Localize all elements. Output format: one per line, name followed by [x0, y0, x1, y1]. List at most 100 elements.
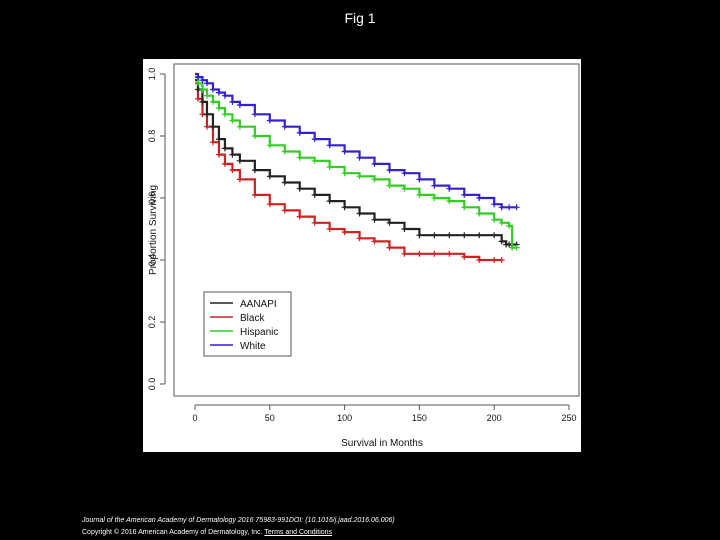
- censor-mark-hispanic: [491, 216, 498, 223]
- legend: AANAPI Black Hispanic White: [203, 291, 292, 357]
- censor-mark-black: [296, 213, 303, 220]
- censor-mark-white: [431, 182, 438, 189]
- censor-mark-black: [281, 207, 288, 214]
- censor-mark-hispanic: [461, 204, 468, 211]
- censor-mark-hispanic: [386, 182, 393, 189]
- censor-mark-aanapi: [311, 191, 318, 198]
- censor-mark-aanapi: [236, 157, 243, 164]
- censor-mark-hispanic: [266, 142, 273, 149]
- x-tick-label: 0: [192, 413, 197, 423]
- censor-mark-black: [461, 253, 468, 260]
- censor-mark-hispanic: [371, 176, 378, 183]
- censor-mark-white: [229, 98, 236, 105]
- censor-mark-black: [356, 235, 363, 242]
- censor-mark-hispanic: [513, 244, 520, 251]
- censor-mark-black: [251, 191, 258, 198]
- censor-mark-black: [326, 226, 333, 232]
- plot-frame: [173, 63, 580, 397]
- censor-mark-aanapi: [266, 173, 273, 180]
- x-tick-label: 150: [412, 413, 427, 423]
- censor-mark-white: [401, 170, 408, 177]
- censor-mark-white: [461, 191, 468, 198]
- censor-mark-white: [416, 176, 423, 183]
- censor-mark-aanapi: [203, 111, 210, 118]
- censor-mark-hispanic: [199, 86, 206, 93]
- survival-chart: 0.0 0.2 0.4 0.6 0.8 1.0 0 50 100 150 200 250 Propo…: [147, 63, 580, 449]
- legend-label-black: Black: [240, 313, 265, 324]
- censor-mark-black: [229, 167, 236, 174]
- censor-mark-aanapi: [215, 136, 222, 143]
- censor-mark-aanapi: [296, 185, 303, 192]
- censor-mark-white: [371, 160, 378, 167]
- censor-mark-hispanic: [215, 105, 222, 112]
- censor-mark-hispanic: [221, 111, 228, 118]
- censor-mark-hispanic: [229, 117, 236, 124]
- censor-mark-white: [446, 185, 453, 192]
- censor-mark-white: [506, 204, 513, 211]
- censor-mark-aanapi: [209, 123, 216, 130]
- censor-mark-white: [209, 86, 216, 93]
- censor-mark-aanapi: [431, 232, 438, 239]
- y-tick-label: 0.8: [147, 130, 157, 143]
- censor-mark-hispanic: [498, 219, 505, 226]
- censor-mark-white: [236, 102, 243, 108]
- censor-mark-white: [491, 201, 498, 208]
- censor-mark-aanapi: [356, 210, 363, 217]
- series-line-hispanic: [195, 76, 517, 249]
- censor-mark-white: [199, 77, 206, 84]
- censor-mark-white: [266, 117, 273, 124]
- censor-mark-hispanic: [281, 148, 288, 155]
- y-tick-label: 0.2: [147, 316, 157, 329]
- x-tick-label: 200: [487, 413, 502, 423]
- censor-mark-black: [431, 250, 438, 257]
- censor-mark-aanapi: [461, 232, 468, 239]
- footer: Journal of the American Academy of Derma…: [82, 515, 395, 539]
- censor-mark-white: [386, 167, 393, 174]
- y-tick-label: 0.4: [147, 254, 157, 267]
- censor-mark-hispanic: [401, 185, 408, 192]
- censor-mark-hispanic: [431, 195, 438, 201]
- censor-mark-white: [356, 154, 363, 161]
- x-tick-label: 100: [337, 413, 352, 423]
- terms-and-conditions-link[interactable]: Terms and Conditions: [264, 529, 333, 536]
- censor-mark-black: [209, 139, 216, 146]
- censor-mark-black: [476, 257, 483, 263]
- censor-mark-black: [215, 151, 222, 158]
- censor-mark-white: [311, 136, 318, 143]
- censor-mark-aanapi: [386, 219, 393, 226]
- censor-mark-aanapi: [498, 238, 505, 245]
- censor-mark-aanapi: [251, 167, 258, 174]
- censor-mark-white: [203, 80, 210, 87]
- censor-mark-white: [251, 111, 258, 118]
- censor-mark-hispanic: [296, 154, 303, 161]
- footer-journal-citation: Journal of the American Academy of Derma…: [82, 517, 395, 524]
- censor-mark-aanapi: [326, 198, 333, 205]
- censor-mark-white: [194, 74, 201, 81]
- censor-mark-hispanic: [416, 191, 423, 198]
- censor-mark-aanapi: [446, 232, 453, 239]
- censor-mark-hispanic: [203, 92, 210, 99]
- legend-label-white: White: [240, 341, 266, 352]
- censor-mark-hispanic: [236, 123, 243, 130]
- censor-mark-hispanic: [251, 133, 258, 139]
- y-tick-label: 1.0: [147, 68, 157, 81]
- y-axis-label: Proportion Surviving: [148, 185, 159, 275]
- censor-mark-black: [236, 176, 243, 183]
- censor-mark-black: [221, 160, 228, 167]
- footer-copyright-line: Copyright © 2016 American Academy of Der…: [82, 527, 395, 539]
- censor-mark-aanapi: [416, 232, 423, 239]
- y-tick-label: 0.6: [147, 192, 157, 205]
- legend-label-aanapi: AANAPI: [240, 299, 277, 310]
- censor-mark-aanapi: [401, 226, 408, 232]
- x-tick-label: 250: [561, 413, 576, 423]
- censor-mark-black: [446, 250, 453, 257]
- censor-mark-white: [498, 204, 505, 211]
- censor-mark-aanapi: [491, 232, 498, 239]
- x-axis-label: Survival in Months: [341, 438, 423, 449]
- censor-mark-hispanic: [506, 222, 513, 229]
- censor-mark-white: [513, 204, 520, 211]
- censor-mark-white: [296, 129, 303, 136]
- censor-mark-black: [401, 250, 408, 257]
- censor-mark-aanapi: [281, 179, 288, 186]
- x-tick-label: 50: [265, 413, 275, 423]
